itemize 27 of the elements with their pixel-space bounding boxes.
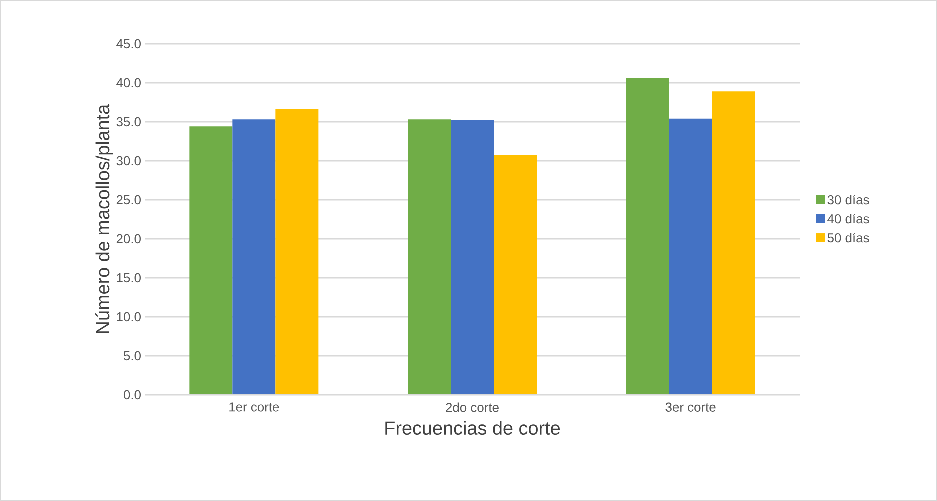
legend-label: 30 días bbox=[828, 194, 870, 205]
y-tick-label: 45.0 bbox=[116, 39, 141, 49]
y-tick-label: 20.0 bbox=[116, 234, 141, 244]
x-tick-label: 3er corte bbox=[666, 402, 716, 412]
y-tick-label: 25.0 bbox=[116, 195, 141, 205]
bar bbox=[712, 92, 756, 395]
x-tick-label: 2do corte bbox=[446, 402, 499, 412]
y-tick-label: 0.0 bbox=[124, 390, 141, 400]
y-tick-label: 30.0 bbox=[116, 156, 141, 166]
legend-label: 50 días bbox=[828, 233, 870, 243]
y-tick-label: 35.0 bbox=[116, 117, 141, 127]
y-axis-title: Número de macollos/planta bbox=[96, 104, 114, 334]
y-tick-label: 40.0 bbox=[116, 78, 141, 88]
bar bbox=[408, 120, 452, 395]
bar bbox=[669, 118, 712, 395]
y-tick-label: 10.0 bbox=[117, 312, 141, 322]
legend-label: 40 días bbox=[828, 214, 870, 224]
bar bbox=[451, 120, 494, 395]
bar bbox=[232, 120, 276, 395]
bar bbox=[494, 156, 538, 395]
y-tick-label: 5.0 bbox=[124, 351, 141, 361]
bar bbox=[276, 110, 319, 395]
bar bbox=[190, 126, 233, 395]
y-tick-label: 15.0 bbox=[117, 273, 141, 283]
x-tick-label: 1er corte bbox=[230, 402, 280, 412]
x-axis-title: Frecuencias de corte bbox=[386, 421, 560, 436]
bar bbox=[626, 78, 670, 395]
